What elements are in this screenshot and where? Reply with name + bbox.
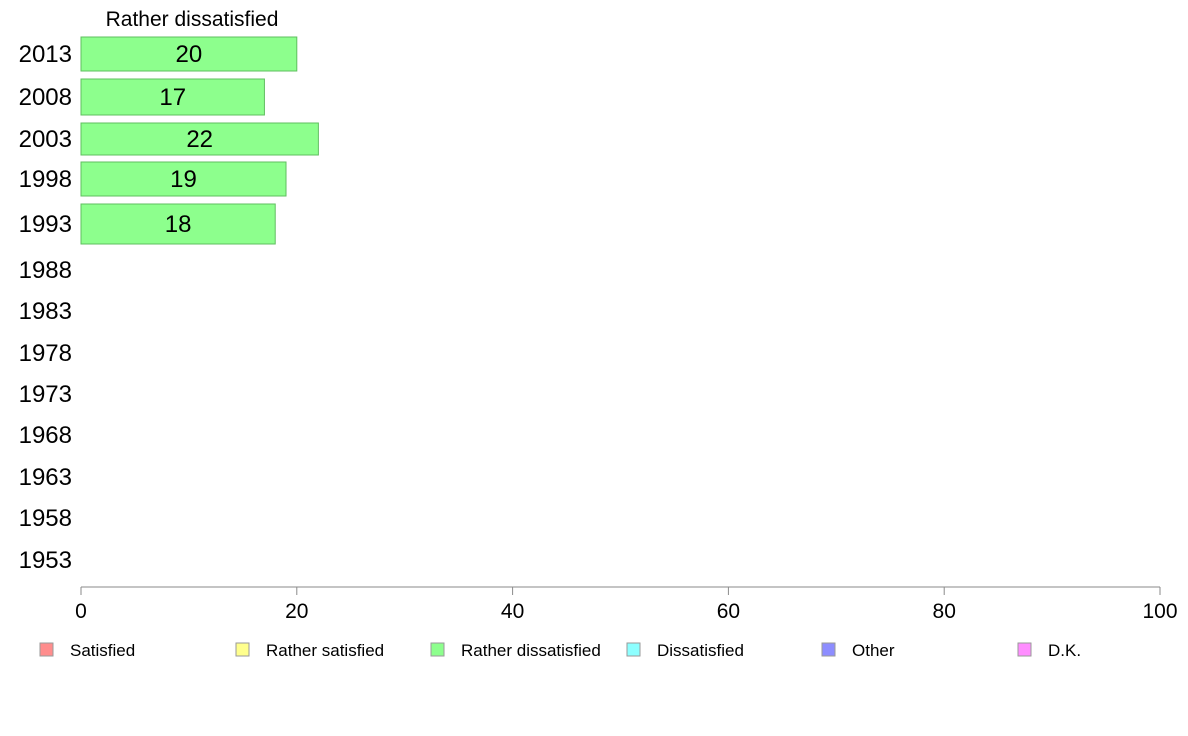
y-tick-label: 1978 (19, 340, 72, 367)
y-tick-label: 2003 (19, 126, 72, 153)
legend-swatch (821, 642, 836, 657)
legend: Satisfied Rather satisfied Rather dissatis… (39, 641, 1081, 660)
x-tick-label: 0 (75, 600, 87, 623)
bar (80, 203, 276, 245)
bar (80, 122, 319, 156)
y-tick-label: 1963 (19, 464, 72, 491)
legend-label: Dissatisfied (657, 641, 744, 660)
chart-title: Rather dissatisfied (106, 8, 279, 31)
x-tick-label: 40 (501, 600, 524, 623)
legend-label: D.K. (1048, 641, 1081, 660)
x-tick-label: 100 (1142, 600, 1177, 623)
bar (80, 78, 265, 116)
y-tick-label: 1968 (19, 422, 72, 449)
y-tick-label: 1958 (19, 505, 72, 532)
bar (80, 36, 298, 72)
bar-value-label: 22 (186, 126, 213, 153)
y-axis-labels: 2013 2008 2003 1998 1993 1988 1983 1978 1973 1968… (19, 41, 72, 574)
bar-value-label: 18 (165, 211, 192, 238)
y-tick-label: 1993 (19, 211, 72, 238)
legend-swatch (39, 642, 54, 657)
legend-swatch (1017, 642, 1032, 657)
y-tick-label: 2013 (19, 41, 72, 68)
bar (80, 161, 287, 197)
legend-label: Rather dissatisfied (461, 641, 601, 660)
x-tick-label: 60 (717, 600, 740, 623)
x-tick-label: 80 (933, 600, 956, 623)
legend-swatch (626, 642, 641, 657)
x-axis: 0 20 40 60 80 100 (75, 586, 1178, 623)
y-tick-label: 1953 (19, 547, 72, 574)
legend-swatch (430, 642, 445, 657)
y-tick-label: 2008 (19, 84, 72, 111)
y-tick-label: 1998 (19, 166, 72, 193)
bar-value-label: 19 (170, 166, 197, 193)
legend-label: Rather satisfied (266, 641, 384, 660)
x-tick-label: 20 (285, 600, 308, 623)
y-tick-label: 1983 (19, 298, 72, 325)
y-tick-label: 1988 (19, 257, 72, 284)
legend-label: Other (852, 641, 895, 660)
bar-value-label: 20 (176, 41, 203, 68)
legend-swatch (235, 642, 250, 657)
legend-label: Satisfied (70, 641, 135, 660)
bar-value-label: 17 (159, 84, 186, 111)
y-tick-label: 1973 (19, 381, 72, 408)
